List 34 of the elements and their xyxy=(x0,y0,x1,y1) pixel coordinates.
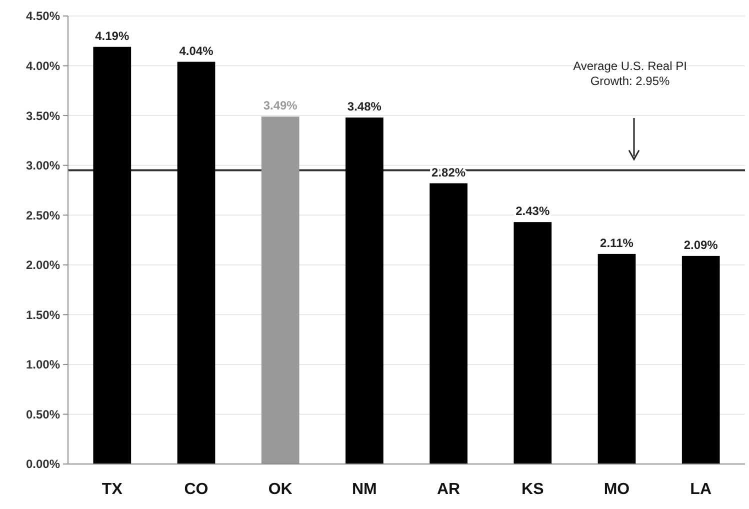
x-tick-label: CO xyxy=(184,481,208,498)
x-tick-label: LA xyxy=(690,481,712,498)
x-tick-label: KS xyxy=(522,481,544,498)
x-tick-label: OK xyxy=(268,481,293,498)
x-tick-label: AR xyxy=(436,481,461,498)
x-tick-label: MO xyxy=(604,481,630,498)
y-tick-label: 0.00% xyxy=(26,457,60,472)
x-tick-label: NM xyxy=(352,481,377,498)
data-label: 2.43% xyxy=(516,204,550,218)
y-tick-label: 2.50% xyxy=(26,208,60,222)
bar xyxy=(430,183,468,464)
y-tick-label: 0.50% xyxy=(26,407,60,422)
bar xyxy=(177,62,216,464)
bar xyxy=(598,254,636,464)
x-tick-label: TX xyxy=(102,481,123,498)
data-label: 4.19% xyxy=(95,28,130,43)
y-tick-label: 1.00% xyxy=(26,358,60,372)
ref-line-label: Average U.S. Real PI Growth: 2.95% xyxy=(573,59,687,88)
data-label: 2.09% xyxy=(684,238,718,252)
y-tick-label: 3.50% xyxy=(26,108,60,123)
data-label: 3.48% xyxy=(347,100,382,114)
y-tick-label: 3.00% xyxy=(26,158,60,173)
data-label: 2.11% xyxy=(600,236,634,250)
y-tick-label: 1.50% xyxy=(26,308,60,322)
bar xyxy=(346,118,384,464)
bar xyxy=(261,116,300,464)
y-tick-label: 4.50% xyxy=(26,9,60,24)
bar xyxy=(514,222,552,464)
bar xyxy=(93,46,132,464)
bar xyxy=(682,256,720,464)
y-tick-label: 2.00% xyxy=(26,258,60,272)
data-label: 3.49% xyxy=(263,98,298,113)
y-tick-label: 4.00% xyxy=(26,58,60,73)
data-label: 4.04% xyxy=(179,44,214,58)
